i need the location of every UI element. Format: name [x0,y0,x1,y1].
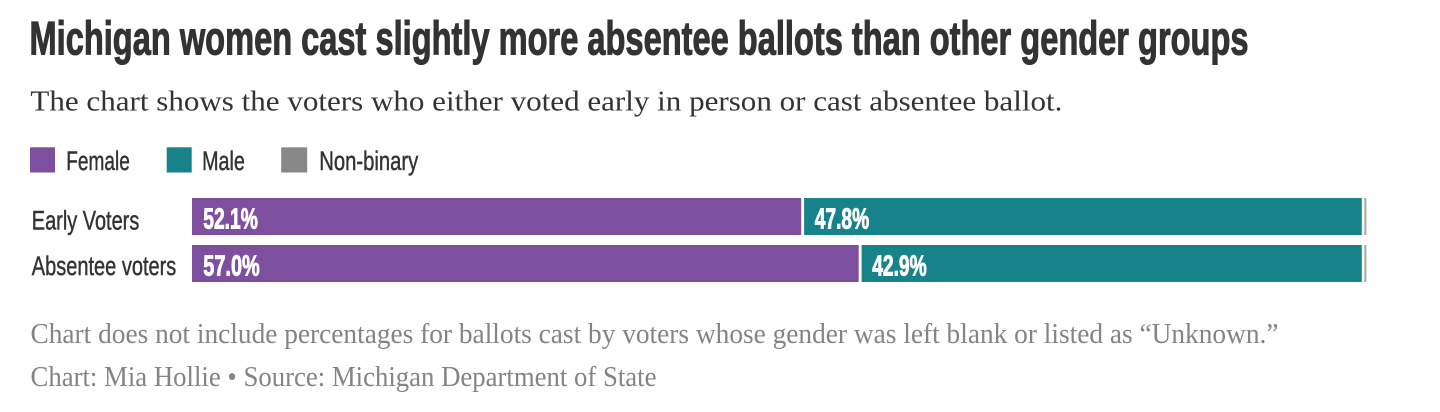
svg-text:Michigan women cast slightly m: Michigan women cast slightly more absent… [30,12,1249,65]
svg-text:52.1%: 52.1% [203,203,257,235]
svg-text:Absentee voters: Absentee voters [32,251,177,281]
svg-text:Female: Female [66,146,130,176]
svg-text:42.9%: 42.9% [872,250,927,282]
svg-text:Non-binary: Non-binary [319,146,418,176]
svg-text:The chart shows the voters who: The chart shows the voters who either vo… [30,85,1062,117]
svg-text:Chart: Mia Hollie • Source: Mi: Chart: Mia Hollie • Source: Michigan Dep… [31,361,657,393]
svg-text:57.0%: 57.0% [203,250,259,282]
svg-text:47.8%: 47.8% [815,203,870,235]
svg-text:Chart does not include percent: Chart does not include percentages for b… [31,318,1279,350]
svg-text:Early Voters: Early Voters [32,205,140,235]
svg-text:Male: Male [202,146,245,176]
